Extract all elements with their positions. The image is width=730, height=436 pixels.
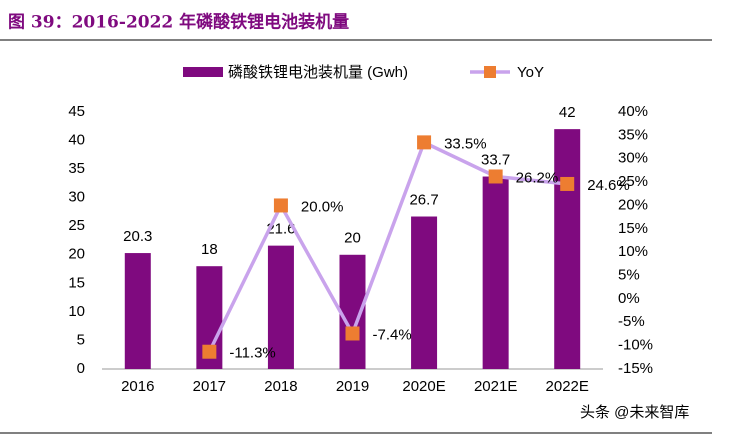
bar-value-label: 26.7 bbox=[409, 191, 438, 208]
y2-tick-label: 30% bbox=[618, 150, 648, 167]
bar bbox=[482, 176, 509, 369]
x-tick-label: 2020E bbox=[402, 378, 445, 395]
yoy-value-label: 33.5% bbox=[444, 135, 487, 152]
y-tick-label: 30 bbox=[68, 189, 85, 206]
legend-swatch bbox=[183, 67, 223, 77]
y-tick-label: 25 bbox=[68, 217, 85, 234]
legend-label: 磷酸铁锂电池装机量 (Gwh) bbox=[228, 64, 408, 81]
y2-tick-label: -5% bbox=[618, 313, 645, 330]
y2-tick-label: 10% bbox=[618, 243, 648, 260]
title: 图 39：2016-2022 年磷酸铁锂电池装机量 bbox=[8, 12, 349, 33]
bar-value-label: 20.3 bbox=[123, 228, 152, 245]
legend-label: YoY bbox=[517, 64, 544, 81]
bar-value-label: 33.7 bbox=[481, 152, 510, 169]
yoy-marker bbox=[345, 326, 360, 341]
x-tick-label: 2018 bbox=[264, 378, 297, 395]
bar bbox=[554, 129, 581, 369]
bar-value-label: 20 bbox=[344, 230, 361, 247]
yoy-marker bbox=[488, 169, 503, 184]
y-tick-label: 20 bbox=[68, 246, 85, 263]
y2-tick-label: 25% bbox=[618, 173, 648, 190]
yoy-line bbox=[207, 139, 568, 353]
y2-tick-label: -15% bbox=[618, 360, 653, 377]
y-tick-label: 0 bbox=[77, 360, 85, 377]
x-tick-label: 2022E bbox=[546, 378, 589, 395]
yoy-marker bbox=[273, 198, 288, 213]
bar-value-label: 21.6 bbox=[266, 221, 295, 238]
yoy-value-label: 24.6% bbox=[587, 177, 630, 194]
y2-tick-label: 0% bbox=[618, 290, 640, 307]
y-tick-label: 10 bbox=[68, 303, 85, 320]
yoy-value-label: -11.3% bbox=[229, 345, 275, 362]
x-tick-label: 2016 bbox=[121, 378, 154, 395]
bar bbox=[267, 245, 294, 369]
y-tick-label: 5 bbox=[77, 331, 85, 348]
bar-value-label: 18 bbox=[201, 241, 218, 258]
yoy-value-label: 20.0% bbox=[301, 198, 344, 215]
yoy-value-label: 26.2% bbox=[516, 169, 559, 186]
y2-tick-label: -10% bbox=[618, 337, 653, 354]
yoy-marker bbox=[202, 344, 217, 359]
yoy-marker bbox=[417, 135, 432, 150]
y2-tick-label: 15% bbox=[618, 220, 648, 237]
y2-tick-label: 20% bbox=[618, 196, 648, 213]
bar bbox=[411, 216, 438, 369]
y2-tick-label: 5% bbox=[618, 267, 640, 284]
yoy-value-label: -7.4% bbox=[373, 326, 412, 343]
y-tick-label: 35 bbox=[68, 160, 85, 177]
y-tick-label: 45 bbox=[68, 103, 85, 120]
x-tick-label: 2017 bbox=[193, 378, 226, 395]
bar-value-label: 42 bbox=[559, 104, 576, 121]
y-tick-label: 40 bbox=[68, 132, 85, 149]
y-tick-label: 15 bbox=[68, 274, 85, 291]
y2-tick-label: 35% bbox=[618, 126, 648, 143]
x-tick-label: 2021E bbox=[474, 378, 517, 395]
legend-marker bbox=[484, 66, 496, 78]
watermark: 头条 @未来智库 bbox=[580, 403, 689, 421]
x-tick-label: 2019 bbox=[336, 378, 369, 395]
bar bbox=[124, 253, 151, 369]
y2-tick-label: 40% bbox=[618, 103, 648, 120]
yoy-marker bbox=[560, 176, 575, 191]
